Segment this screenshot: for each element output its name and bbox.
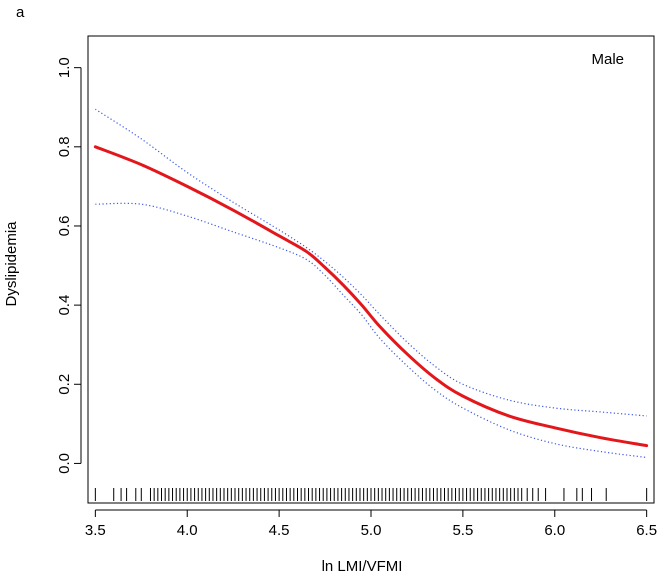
- plot-area: [87, 35, 655, 504]
- x-axis-title: ln LMI/VFMI: [322, 558, 403, 575]
- plot-frame: [87, 35, 655, 504]
- y-axis-title: Dyslipidemia: [3, 221, 20, 307]
- x-tick-label: 6.5: [636, 522, 657, 539]
- x-tick-label: 5.5: [452, 522, 473, 539]
- y-tick-label: 0.4: [56, 295, 73, 316]
- estimate-line: [93, 145, 649, 448]
- x-tick-label: 5.0: [361, 522, 382, 539]
- y-axis: 0.0 0.2 0.4 0.6 0.8 1.0: [56, 57, 82, 474]
- x-tick-label: 6.0: [544, 522, 565, 539]
- annotation-male: Male: [591, 51, 624, 68]
- x-tick-label: 4.0: [177, 522, 198, 539]
- x-tick-label: 3.5: [85, 522, 106, 539]
- y-tick-label: 0.2: [56, 374, 73, 395]
- y-tick-label: 0.8: [56, 136, 73, 157]
- y-tick-label: 0.0: [56, 453, 73, 474]
- x-axis: 3.5 4.0 4.5 5.0 5.5 6.0 6.5: [85, 509, 657, 539]
- x-tick-label: 4.5: [269, 522, 290, 539]
- panel-label: a: [16, 4, 25, 21]
- y-tick-label: 1.0: [56, 57, 73, 78]
- series-layer: [93, 108, 649, 459]
- rug-marks: [94, 488, 648, 501]
- y-tick-label: 0.6: [56, 216, 73, 237]
- ci-upper-line: [95, 108, 647, 417]
- ci-lower-line: [95, 202, 647, 459]
